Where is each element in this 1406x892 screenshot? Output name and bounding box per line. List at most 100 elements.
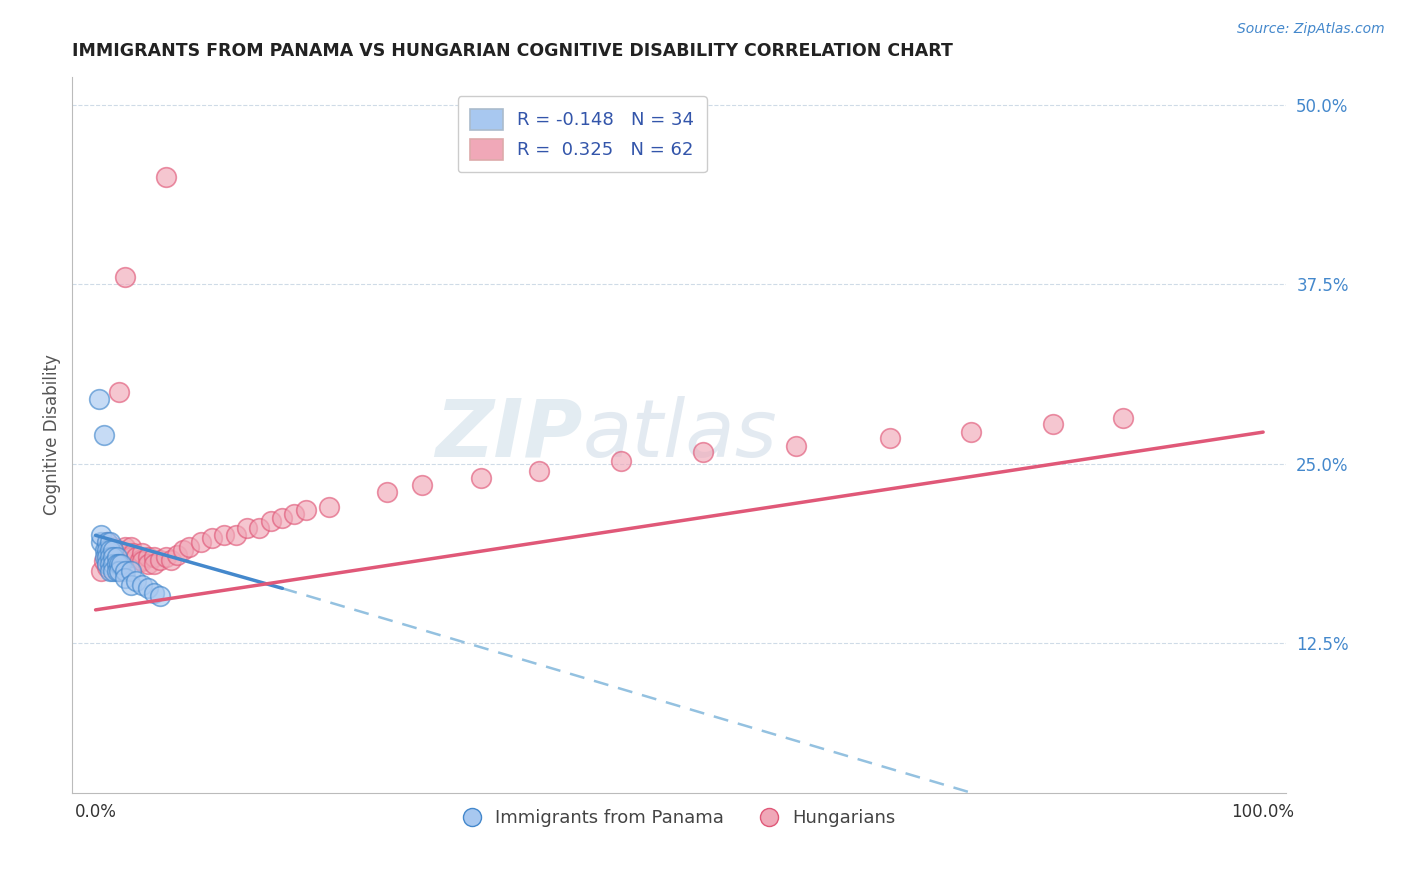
Point — [879, 431, 901, 445]
Point — [87, 392, 110, 406]
Point — [96, 542, 118, 557]
Point — [283, 507, 305, 521]
Point — [377, 485, 399, 500]
Point — [960, 425, 983, 439]
Point — [131, 578, 153, 592]
Point — [110, 557, 132, 571]
Point — [96, 559, 118, 574]
Point — [212, 528, 235, 542]
Point — [105, 564, 128, 578]
Point — [90, 535, 112, 549]
Point — [98, 549, 121, 564]
Point — [120, 540, 142, 554]
Point — [105, 552, 128, 566]
Point — [225, 528, 247, 542]
Point — [125, 574, 148, 589]
Point — [470, 471, 492, 485]
Point — [101, 557, 124, 571]
Point — [529, 464, 551, 478]
Point — [114, 571, 136, 585]
Point — [692, 445, 714, 459]
Point — [105, 557, 128, 571]
Point — [271, 511, 294, 525]
Point — [114, 540, 136, 554]
Text: IMMIGRANTS FROM PANAMA VS HUNGARIAN COGNITIVE DISABILITY CORRELATION CHART: IMMIGRANTS FROM PANAMA VS HUNGARIAN COGN… — [72, 42, 953, 60]
Point — [117, 549, 139, 564]
Point — [110, 549, 132, 564]
Point — [98, 542, 121, 557]
Point — [90, 528, 112, 542]
Point — [98, 542, 121, 557]
Point — [105, 542, 128, 557]
Point — [101, 549, 124, 564]
Point — [294, 502, 316, 516]
Point — [114, 270, 136, 285]
Point — [101, 549, 124, 564]
Point — [94, 549, 117, 564]
Point — [101, 540, 124, 554]
Point — [131, 545, 153, 559]
Point — [236, 521, 259, 535]
Point — [98, 554, 121, 568]
Point — [136, 582, 159, 596]
Point — [1042, 417, 1064, 431]
Point — [131, 554, 153, 568]
Point — [610, 454, 633, 468]
Point — [143, 557, 166, 571]
Point — [101, 564, 124, 578]
Point — [160, 552, 183, 566]
Point — [143, 585, 166, 599]
Point — [149, 552, 172, 566]
Point — [93, 428, 115, 442]
Point — [201, 531, 224, 545]
Point — [98, 557, 121, 571]
Text: atlas: atlas — [582, 396, 778, 474]
Point — [96, 535, 118, 549]
Point — [190, 535, 212, 549]
Legend: Immigrants from Panama, Hungarians: Immigrants from Panama, Hungarians — [456, 802, 903, 835]
Point — [108, 384, 131, 399]
Y-axis label: Cognitive Disability: Cognitive Disability — [44, 354, 60, 516]
Point — [120, 578, 142, 592]
Point — [108, 564, 131, 578]
Point — [177, 540, 200, 554]
Point — [96, 535, 118, 549]
Point — [122, 545, 145, 559]
Point — [96, 557, 118, 571]
Point — [101, 559, 124, 574]
Point — [108, 557, 131, 571]
Point — [101, 542, 124, 557]
Point — [785, 439, 807, 453]
Text: ZIP: ZIP — [434, 396, 582, 474]
Point — [136, 549, 159, 564]
Point — [172, 542, 194, 557]
Point — [114, 564, 136, 578]
Point — [96, 549, 118, 564]
Point — [105, 549, 128, 564]
Point — [125, 549, 148, 564]
Point — [129, 552, 152, 566]
Point — [166, 549, 188, 563]
Point — [247, 521, 270, 535]
Point — [94, 542, 117, 557]
Point — [143, 549, 166, 564]
Point — [108, 564, 131, 578]
Point — [108, 542, 131, 557]
Point — [98, 535, 121, 549]
Point — [108, 554, 131, 568]
Point — [136, 557, 159, 571]
Point — [411, 478, 433, 492]
Point — [114, 559, 136, 574]
Point — [149, 589, 172, 603]
Text: Source: ZipAtlas.com: Source: ZipAtlas.com — [1237, 22, 1385, 37]
Point — [90, 564, 112, 578]
Point — [93, 554, 115, 568]
Point — [96, 549, 118, 564]
Point — [260, 514, 283, 528]
Point — [98, 564, 121, 578]
Point — [114, 549, 136, 564]
Point — [1112, 410, 1135, 425]
Point — [318, 500, 340, 514]
Point — [155, 169, 177, 184]
Point — [120, 549, 142, 564]
